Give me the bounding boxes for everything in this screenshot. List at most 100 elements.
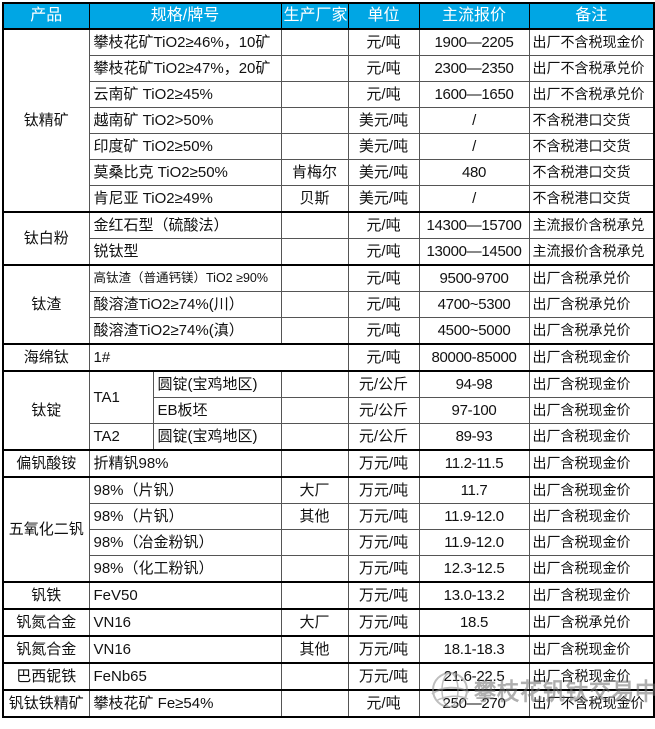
product-cell: 钛渣 <box>2 264 90 345</box>
spec-cell: 越南矿 TiO2>50% <box>88 107 282 134</box>
note-cell: 出厂不含税现金价 <box>528 689 655 718</box>
spec-cell: 酸溶渣TiO2≥74%(滇） <box>88 317 282 345</box>
price-cell: 13000—14500 <box>418 238 530 266</box>
note-cell: 出厂不含税现金价 <box>528 28 655 56</box>
table-row: 印度矿 TiO2≥50% 美元/吨 / 不含税港口交货 <box>3 133 655 160</box>
note-cell: 不含税港口交货 <box>528 159 655 186</box>
manufacturer-cell: 大厂 <box>280 476 349 504</box>
spec-cell: FeV50 <box>88 581 282 610</box>
price-cell: 250—270 <box>418 689 530 718</box>
note-cell: 出厂含税现金价 <box>528 503 655 530</box>
table-row: 钛渣 高钛渣（普通钙镁）TiO2 ≥90% 元/吨 9500-9700 出厂含税承兑价 <box>2 264 655 345</box>
unit-cell: 元/吨 <box>347 343 420 372</box>
manufacturer-cell <box>280 449 349 478</box>
table-row: 98%（片钒） 其他 万元/吨 11.9-12.0 出厂含税现金价 <box>3 503 655 530</box>
spec-cell: 莫桑比克 TiO2≥50% <box>88 159 282 186</box>
price-cell: 4700~5300 <box>418 291 530 318</box>
table-row: 偏钒酸铵 折精钒98% 万元/吨 11.2-11.5 出厂含税现金价 <box>2 449 655 478</box>
note-cell: 出厂含税现金价 <box>528 529 655 556</box>
table-row: 锐钛型 元/吨 13000—14500 主流报价含税承兑 <box>3 238 655 266</box>
product-cell: 偏钒酸铵 <box>2 449 90 478</box>
price-cell: 2300—2350 <box>418 55 530 82</box>
note-cell: 出厂含税现金价 <box>528 476 655 504</box>
table-row: 98%（冶金粉钒） 万元/吨 11.9-12.0 出厂含税现金价 <box>3 529 655 556</box>
manufacturer-cell <box>280 370 349 398</box>
table-row: 莫桑比克 TiO2≥50% 肯梅尔 美元/吨 480 不含税港口交货 <box>3 159 655 186</box>
manufacturer-cell <box>280 264 349 292</box>
unit-cell: 万元/吨 <box>347 662 420 691</box>
manufacturer-cell <box>280 291 349 318</box>
column-header-manufacturer: 生产厂家 <box>280 2 349 30</box>
manufacturer-cell <box>280 317 349 345</box>
table-row: 98%（化工粉钒） 万元/吨 12.3-12.5 出厂含税现金价 <box>3 555 655 583</box>
table-row: 钒氮合金 VN16 其他 万元/吨 18.1-18.3 出厂含税现金价 <box>2 635 655 664</box>
unit-cell: 元/吨 <box>347 689 420 718</box>
unit-cell: 元/吨 <box>347 81 420 108</box>
note-cell: 出厂含税承兑价 <box>528 608 655 637</box>
price-cell: 9500-9700 <box>418 264 530 292</box>
price-cell: 21.6-22.5 <box>418 662 530 691</box>
unit-cell: 元/吨 <box>347 317 420 345</box>
note-cell: 不含税港口交货 <box>528 133 655 160</box>
manufacturer-cell <box>280 529 349 556</box>
price-cell: / <box>418 107 530 134</box>
table-row: 钛锭 TA1 圆锭(宝鸡地区) 元/公斤 94-98 出厂含税现金价 <box>2 370 655 451</box>
spec-cell: 金红石型（硫酸法） <box>88 211 282 239</box>
manufacturer-cell <box>280 28 349 56</box>
manufacturer-cell <box>280 397 349 424</box>
spec-cell: 98%（片钒） <box>88 503 282 530</box>
unit-cell: 元/公斤 <box>347 397 420 424</box>
note-cell: 不含税港口交货 <box>528 185 655 213</box>
note-cell: 出厂含税现金价 <box>528 635 655 664</box>
manufacturer-cell <box>280 689 349 718</box>
header-row: 产品 规格/牌号 生产厂家 单位 主流报价 备注 <box>2 2 655 30</box>
price-table: 产品 规格/牌号 生产厂家 单位 主流报价 备注 钛精矿 攀枝花矿TiO2≥46%… <box>2 2 655 718</box>
column-header-note: 备注 <box>528 2 655 30</box>
manufacturer-cell: 其他 <box>280 635 349 664</box>
unit-cell: 元/吨 <box>347 238 420 266</box>
table-row: 钒氮合金 VN16 大厂 万元/吨 18.5 出厂含税承兑价 <box>2 608 655 637</box>
unit-cell: 元/吨 <box>347 291 420 318</box>
table-row: 海绵钛 1# 元/吨 80000-85000 出厂含税现金价 <box>2 343 655 372</box>
spec-type-cell: 圆锭(宝鸡地区) <box>152 423 282 451</box>
spec-cell: VN16 <box>88 608 282 637</box>
table-row: 攀枝花矿TiO2≥47%，20矿 元/吨 2300—2350 出厂不含税承兑价 <box>3 55 655 82</box>
price-cell: 18.5 <box>418 608 530 637</box>
spec-cell: 肯尼亚 TiO2≥49% <box>88 185 282 213</box>
product-cell: 巴西铌铁 <box>2 662 90 691</box>
column-header-spec: 规格/牌号 <box>88 2 282 30</box>
spec-cell: 98%（化工粉钒） <box>88 555 282 583</box>
manufacturer-cell: 贝斯 <box>280 185 349 213</box>
table-row: EB板坯 元/公斤 97-100 出厂含税现金价 <box>3 397 655 424</box>
table-row: 钒铁 FeV50 万元/吨 13.0-13.2 出厂含税现金价 <box>2 581 655 610</box>
price-cell: 11.2-11.5 <box>418 449 530 478</box>
note-cell: 出厂不含税承兑价 <box>528 55 655 82</box>
spec-cell: 攀枝花矿 Fe≥54% <box>88 689 282 718</box>
unit-cell: 万元/吨 <box>347 449 420 478</box>
price-cell: 11.9-12.0 <box>418 529 530 556</box>
unit-cell: 元/吨 <box>347 211 420 239</box>
product-cell: 钒氮合金 <box>2 635 90 664</box>
product-cell: 海绵钛 <box>2 343 90 372</box>
table-row: 五氧化二钒 98%（片钒） 大厂 万元/吨 11.7 出厂含税现金价 <box>2 476 655 583</box>
spec-cell: 锐钛型 <box>88 238 282 266</box>
table-row: 钒钛铁精矿 攀枝花矿 Fe≥54% 元/吨 250—270 出厂不含税现金价 <box>2 689 655 718</box>
price-cell: 14300—15700 <box>418 211 530 239</box>
spec-grade-cell: TA1 <box>88 370 154 424</box>
note-cell: 不含税港口交货 <box>528 107 655 134</box>
unit-cell: 元/吨 <box>347 264 420 292</box>
price-cell: 1900—2205 <box>418 28 530 56</box>
spec-cell: 攀枝花矿TiO2≥46%，10矿 <box>88 28 282 56</box>
note-cell: 出厂含税现金价 <box>528 397 655 424</box>
unit-cell: 元/吨 <box>347 28 420 56</box>
price-cell: 480 <box>418 159 530 186</box>
price-cell: / <box>418 133 530 160</box>
spec-cell: 98%（片钒） <box>88 476 282 504</box>
note-cell: 出厂含税承兑价 <box>528 291 655 318</box>
note-cell: 出厂含税承兑价 <box>528 317 655 345</box>
spec-cell: VN16 <box>88 635 282 664</box>
product-cell: 五氧化二钒 <box>2 476 90 583</box>
table-row: 酸溶渣TiO2≥74%(川） 元/吨 4700~5300 出厂含税承兑价 <box>3 291 655 318</box>
spec-cell: 酸溶渣TiO2≥74%(川） <box>88 291 282 318</box>
spec-cell: 98%（冶金粉钒） <box>88 529 282 556</box>
